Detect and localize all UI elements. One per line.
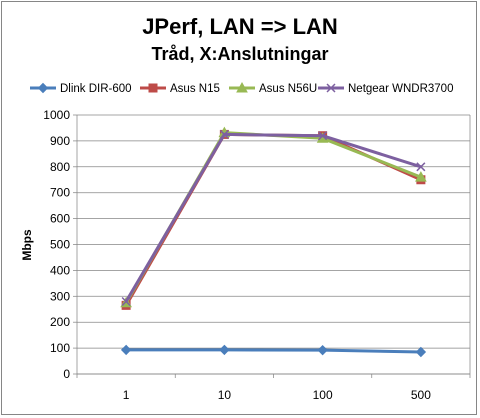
- y-tick-label: 1000: [43, 108, 70, 122]
- data-point: [219, 129, 229, 139]
- data-point: [318, 131, 328, 141]
- x-tick-label: 500: [411, 388, 431, 402]
- data-point: [415, 346, 427, 358]
- legend-item: Dlink DIR-600: [30, 82, 132, 95]
- y-axis-label: Mbps: [20, 229, 34, 261]
- legend-item: Asus N56U: [229, 81, 317, 95]
- x-marker-stroke: [121, 296, 131, 307]
- series-line: [124, 132, 422, 303]
- data-point: [120, 344, 132, 356]
- legend-label: Asus N56U: [259, 83, 317, 95]
- legend-item: Asus N15: [140, 83, 220, 95]
- legend-label: Dlink DIR-600: [60, 83, 132, 95]
- y-tick-label: 300: [50, 289, 70, 303]
- legend-marker: [37, 82, 49, 94]
- series-line: [126, 348, 421, 354]
- x-axis: 1 10 100 500: [76, 373, 471, 402]
- data-point: [416, 162, 426, 172]
- chart-subtitle: Tråd, X:Anslutningar: [151, 44, 328, 64]
- y-axis: 0 100 200 300 400 500 600 700 800 900 1000: [43, 108, 78, 381]
- legend-label: Asus N15: [170, 83, 220, 95]
- data-point: [219, 344, 230, 356]
- legend-marker: [236, 81, 248, 93]
- series-line: [124, 131, 422, 304]
- y-tick-label: 900: [50, 134, 70, 148]
- y-tick-label: 100: [50, 341, 70, 355]
- x-marker-stroke: [219, 129, 229, 139]
- y-tick-label: 500: [50, 238, 70, 252]
- series-netgear-wndr3700: [121, 129, 426, 307]
- legend: Dlink DIR-600 Asus N15 Asus N56U Netgear WN…: [30, 81, 453, 95]
- series-asus-n15: [121, 129, 426, 310]
- legend-item: Netgear WNDR3700: [318, 83, 453, 95]
- x-marker-stroke: [416, 162, 426, 172]
- legend-marker: [148, 83, 158, 93]
- data-point: [415, 171, 427, 182]
- x-marker-stroke: [326, 83, 336, 93]
- y-tick-label: 700: [50, 186, 70, 200]
- x-tick-label: 1: [123, 388, 130, 402]
- y-tick-label: 600: [50, 212, 70, 226]
- legend-marker: [326, 83, 336, 93]
- y-tick-label: 800: [50, 160, 70, 174]
- x-tick-label: 100: [313, 388, 333, 402]
- x-tick-label: 10: [218, 388, 232, 402]
- y-tick-label: 0: [63, 367, 70, 381]
- series-dlink-dir-600: [120, 344, 427, 358]
- gridlines: [77, 114, 471, 375]
- chart-title: JPerf, LAN => LAN: [142, 14, 338, 39]
- series-group: [120, 126, 427, 358]
- data-point: [317, 344, 328, 356]
- y-tick-label: 400: [50, 263, 70, 277]
- data-point: [121, 296, 131, 307]
- legend-label: Netgear WNDR3700: [348, 83, 453, 95]
- y-tick-label: 200: [50, 315, 70, 329]
- plot-area: 0 100 200 300 400 500 600 700 800 900 1000 1 10 100 5…: [43, 108, 471, 402]
- x-marker-stroke: [318, 131, 328, 141]
